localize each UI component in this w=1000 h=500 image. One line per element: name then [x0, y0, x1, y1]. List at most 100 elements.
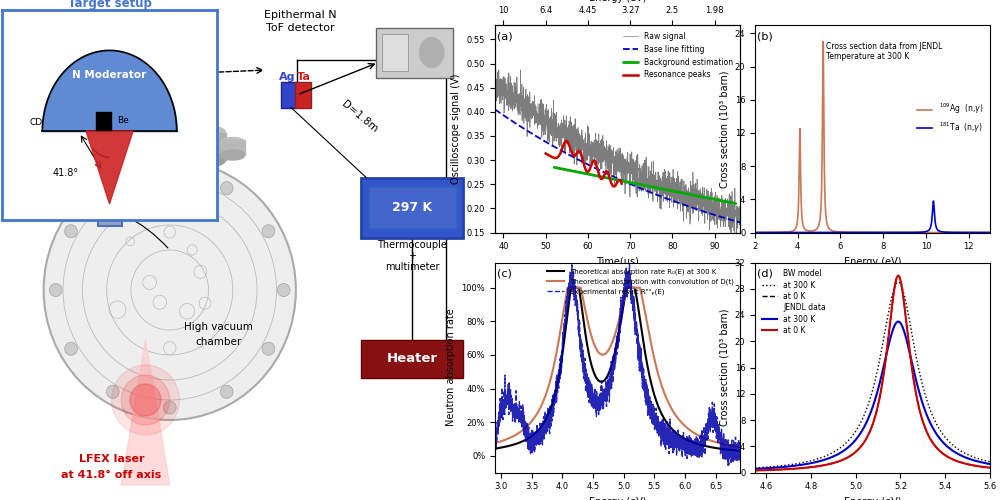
Raw signal [602, 148, 614, 154]
X-axis label: Energy (eV): Energy (eV) [589, 0, 646, 2]
Raw signal [682, 196, 694, 202]
Text: Detector: Detector [162, 64, 207, 74]
Text: N collimator: N collimator [136, 210, 191, 218]
Ellipse shape [182, 125, 226, 140]
Theoretical absorption rate R₀(E) at 300 K [734, 448, 746, 454]
Raw signal [489, 76, 501, 82]
Theoretical absorption with convolution of D(t) [562, 284, 574, 290]
FancyBboxPatch shape [369, 186, 456, 228]
Resonance peaks [540, 150, 552, 156]
FancyBboxPatch shape [295, 82, 311, 108]
Text: chamber: chamber [195, 337, 241, 347]
Circle shape [44, 160, 296, 420]
Text: Be: Be [118, 116, 129, 125]
Line: Theoretical absorption rate R₀(E) at 300 K: Theoretical absorption rate R₀(E) at 300… [495, 288, 740, 451]
Text: (a): (a) [497, 31, 513, 41]
Theoretical absorption rate R₀(E) at 300 K [583, 352, 595, 358]
Text: D=1.8m: D=1.8m [340, 99, 379, 134]
Circle shape [163, 401, 176, 414]
X-axis label: Energy (eV): Energy (eV) [844, 257, 901, 267]
Theoretical absorption with convolution of D(t) [583, 324, 595, 330]
Raw signal [727, 210, 739, 216]
Ellipse shape [221, 138, 245, 147]
Theoretical absorption rate R₀(E) at 300 K [565, 284, 577, 290]
Experimental result Rᵉˣₚ(E) [594, 400, 606, 406]
Text: Ag: Ag [279, 72, 295, 82]
Theoretical absorption rate R₀(E) at 300 K [594, 378, 606, 384]
Circle shape [262, 342, 275, 355]
Text: (c): (c) [497, 269, 512, 279]
Line: Experimental result Rᵉˣₚ(E): Experimental result Rᵉˣₚ(E) [495, 262, 740, 466]
Circle shape [65, 224, 77, 238]
Theoretical absorption rate R₀(E) at 300 K [729, 448, 741, 454]
Y-axis label: Oscilloscope signal (V): Oscilloscope signal (V) [451, 74, 461, 184]
Theoretical absorption with convolution of D(t) [729, 444, 741, 450]
Text: Fast N ToF: Fast N ToF [158, 52, 210, 62]
FancyBboxPatch shape [98, 202, 122, 226]
Experimental result Rᵉˣₚ(E) [583, 390, 595, 396]
Theoretical absorption with convolution of D(t) [703, 437, 715, 443]
Experimental result Rᵉˣₚ(E) [531, 434, 543, 440]
Text: LFEX laser: LFEX laser [79, 454, 144, 464]
Line: Resonance peaks: Resonance peaks [546, 141, 622, 186]
Theoretical absorption with convolution of D(t) [517, 427, 529, 433]
Theoretical absorption rate R₀(E) at 300 K [517, 438, 529, 444]
Circle shape [262, 225, 275, 238]
FancyBboxPatch shape [281, 82, 296, 108]
Theoretical absorption rate R₀(E) at 300 K [489, 446, 501, 452]
Base line fitting [608, 174, 620, 180]
FancyBboxPatch shape [382, 34, 408, 71]
Ellipse shape [221, 150, 245, 160]
Circle shape [106, 182, 119, 194]
Line: Raw signal: Raw signal [495, 70, 740, 237]
Polygon shape [121, 340, 170, 485]
Bar [221, 140, 245, 155]
Raw signal [734, 220, 746, 226]
Raw signal [727, 215, 739, 221]
Circle shape [277, 284, 290, 296]
Raw signal [731, 234, 743, 240]
Theoretical absorption with convolution of D(t) [734, 444, 746, 450]
Legend: $^{109}$Ag  (n,$\gamma$), $^{181}$Ta  (n,$\gamma$): $^{109}$Ag (n,$\gamma$), $^{181}$Ta (n,$… [914, 99, 986, 138]
Text: ToF detector: ToF detector [266, 23, 335, 33]
Legend: Theoretical absorption rate R₀(E) at 300 K, Theoretical absorption with convolut: Theoretical absorption rate R₀(E) at 300… [544, 266, 737, 298]
FancyBboxPatch shape [361, 340, 463, 378]
Circle shape [106, 386, 119, 398]
Title: Target setup: Target setup [68, 0, 151, 10]
Y-axis label: Cross section (10³ barn): Cross section (10³ barn) [719, 70, 729, 188]
Background estimation [730, 200, 742, 206]
Theoretical absorption rate R₀(E) at 300 K [531, 428, 543, 434]
Base line fitting [727, 218, 739, 224]
Experimental result Rᵉˣₚ(E) [517, 422, 529, 428]
Base line fitting [502, 115, 514, 121]
Circle shape [65, 342, 77, 355]
Text: at 41.8° off axis: at 41.8° off axis [61, 470, 162, 480]
Circle shape [220, 182, 233, 194]
Ellipse shape [420, 38, 444, 68]
Text: Ta: Ta [297, 72, 311, 82]
Experimental result Rᵉˣₚ(E) [722, 462, 734, 468]
FancyBboxPatch shape [361, 178, 463, 238]
Resonance peaks [585, 163, 597, 169]
Resonance peaks [602, 170, 614, 176]
Theoretical absorption with convolution of D(t) [531, 410, 543, 416]
Text: 41.8°: 41.8° [52, 168, 79, 177]
Theoretical absorption with convolution of D(t) [489, 440, 501, 446]
Ellipse shape [182, 152, 226, 168]
Resonance peaks [581, 168, 593, 174]
Resonance peaks [576, 156, 588, 162]
Resonance peaks [616, 180, 628, 186]
Base line fitting [727, 218, 739, 224]
Experimental result Rᵉˣₚ(E) [734, 446, 746, 452]
Resonance peaks [614, 178, 626, 184]
Line: Background estimation: Background estimation [554, 168, 736, 203]
Experimental result Rᵉˣₚ(E) [703, 422, 715, 428]
Circle shape [112, 365, 179, 435]
Base line fitting [602, 171, 614, 177]
Text: CD: CD [29, 118, 42, 126]
Experimental result Rᵉˣₚ(E) [566, 260, 578, 266]
Resonance peaks [576, 154, 588, 160]
Base line fitting [734, 220, 746, 226]
Text: +: + [408, 251, 416, 261]
Legend: Raw signal, Base line fitting, Background estimation, Resonance peaks: Raw signal, Base line fitting, Backgroun… [620, 29, 736, 82]
